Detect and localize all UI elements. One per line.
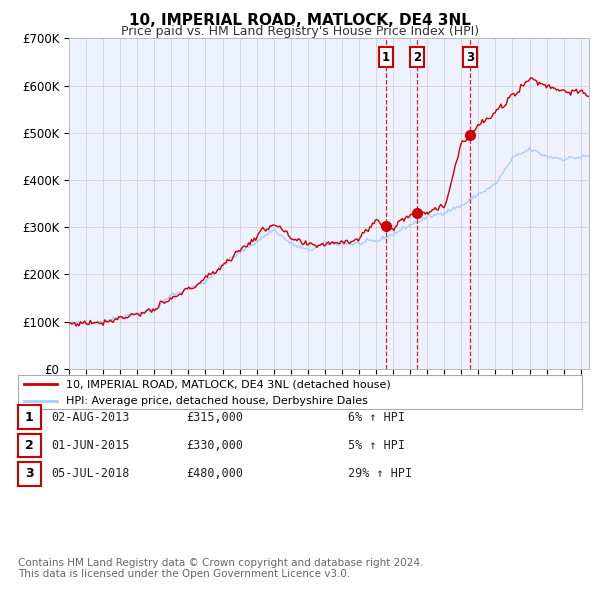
Text: HPI: Average price, detached house, Derbyshire Dales: HPI: Average price, detached house, Derb… — [66, 396, 368, 407]
Text: £330,000: £330,000 — [186, 439, 243, 452]
Text: 29% ↑ HPI: 29% ↑ HPI — [348, 467, 412, 480]
Text: 3: 3 — [466, 51, 474, 64]
Text: 2: 2 — [413, 51, 421, 64]
Text: £315,000: £315,000 — [186, 411, 243, 424]
Text: 05-JUL-2018: 05-JUL-2018 — [51, 467, 130, 480]
Text: 5% ↑ HPI: 5% ↑ HPI — [348, 439, 405, 452]
Text: 10, IMPERIAL ROAD, MATLOCK, DE4 3NL: 10, IMPERIAL ROAD, MATLOCK, DE4 3NL — [129, 13, 471, 28]
Text: Contains HM Land Registry data © Crown copyright and database right 2024.: Contains HM Land Registry data © Crown c… — [18, 558, 424, 568]
Text: Price paid vs. HM Land Registry's House Price Index (HPI): Price paid vs. HM Land Registry's House … — [121, 25, 479, 38]
Text: 1: 1 — [25, 411, 34, 424]
Text: 1: 1 — [382, 51, 390, 64]
Text: 02-AUG-2013: 02-AUG-2013 — [51, 411, 130, 424]
Text: This data is licensed under the Open Government Licence v3.0.: This data is licensed under the Open Gov… — [18, 569, 350, 579]
Text: 6% ↑ HPI: 6% ↑ HPI — [348, 411, 405, 424]
Text: 3: 3 — [25, 467, 34, 480]
Text: £480,000: £480,000 — [186, 467, 243, 480]
Text: 01-JUN-2015: 01-JUN-2015 — [51, 439, 130, 452]
Text: 10, IMPERIAL ROAD, MATLOCK, DE4 3NL (detached house): 10, IMPERIAL ROAD, MATLOCK, DE4 3NL (det… — [66, 379, 391, 389]
Text: 2: 2 — [25, 439, 34, 452]
